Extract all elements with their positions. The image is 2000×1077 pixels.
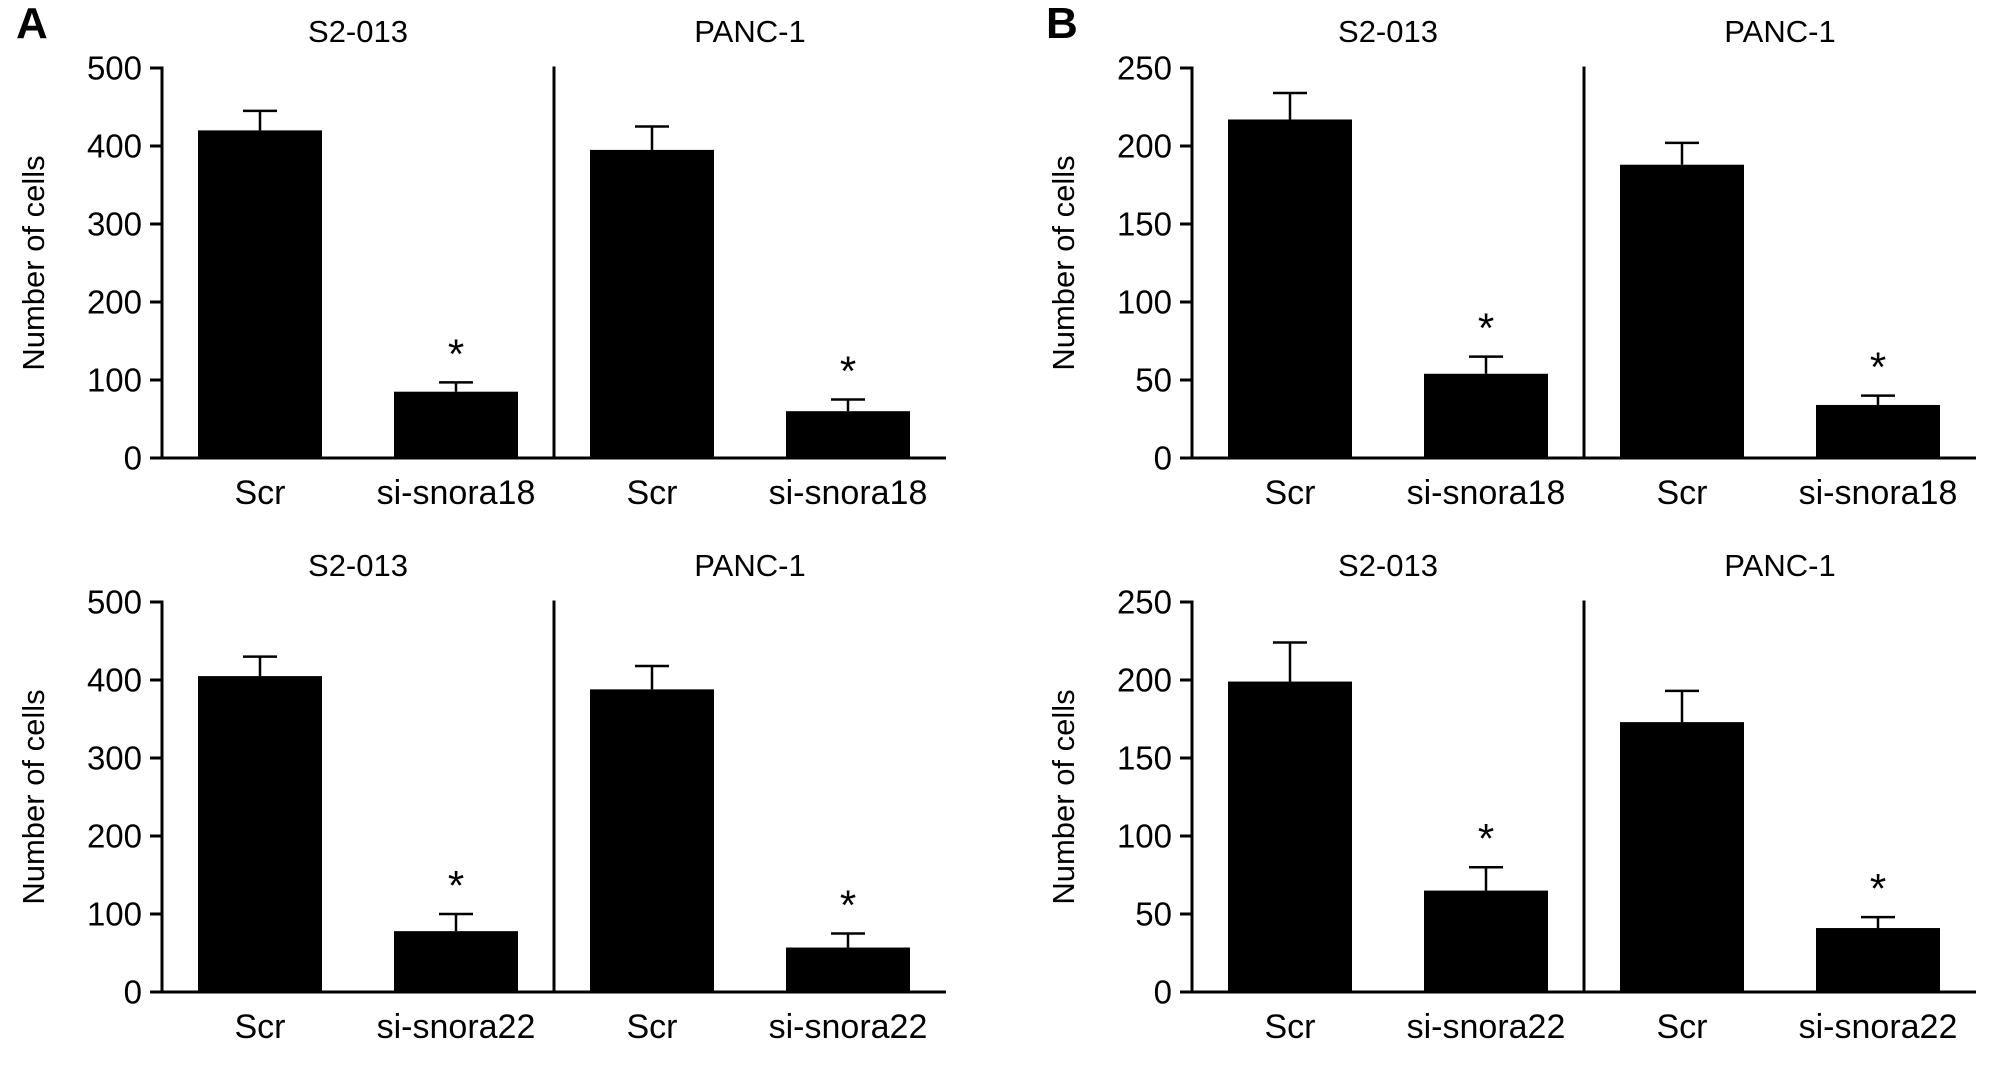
category-label: si-snora22 <box>1407 1008 1566 1046</box>
y-tick-label: 300 <box>87 740 142 777</box>
group-title: PANC-1 <box>694 548 805 583</box>
y-tick-label: 0 <box>1154 440 1172 477</box>
group-title: S2-013 <box>1338 548 1438 583</box>
group-title: S2-013 <box>308 548 408 583</box>
y-axis-label: Number of cells <box>1046 155 1081 370</box>
bar <box>1816 404 1940 458</box>
y-axis-label: Number of cells <box>1046 689 1081 904</box>
panel-A: A 0 100 200 300 400 500 Number of cells S2-013 S… <box>10 2 962 1077</box>
category-label: Scr <box>627 1008 678 1046</box>
bar <box>786 947 910 992</box>
chart-a-top-snora18: 0 100 200 300 400 500 Number of cells S2-013 Scr… <box>10 6 962 526</box>
category-label: si-snora18 <box>1407 474 1566 512</box>
y-tick-label: 150 <box>1117 206 1172 243</box>
y-tick-label: 100 <box>1117 818 1172 855</box>
group-title: S2-013 <box>308 14 408 49</box>
y-tick-label: 500 <box>87 50 142 87</box>
y-tick-label: 50 <box>1135 896 1172 933</box>
y-tick-label: 0 <box>124 440 142 477</box>
panel-label-a: A <box>16 0 48 48</box>
panel-label-b: B <box>1046 0 1078 48</box>
group-title: PANC-1 <box>1724 548 1835 583</box>
significance-star: * <box>840 348 856 395</box>
group-title: PANC-1 <box>1724 14 1835 49</box>
y-tick-label: 300 <box>87 206 142 243</box>
bar <box>1424 890 1548 992</box>
bar <box>394 931 518 992</box>
y-tick-label: 200 <box>87 818 142 855</box>
y-axis-label: Number of cells <box>16 155 51 370</box>
bar <box>1228 119 1352 458</box>
bar <box>1424 373 1548 458</box>
y-tick-label: 200 <box>1117 128 1172 165</box>
bar-chart-svg: 0 100 200 300 400 500 Number of cells S2-013 Scr… <box>16 14 946 512</box>
y-tick-label: 100 <box>87 896 142 933</box>
category-label: Scr <box>1657 1008 1708 1046</box>
category-label: si-snora18 <box>769 474 928 512</box>
category-label: si-snora18 <box>377 474 536 512</box>
bar <box>198 130 322 458</box>
bar <box>1228 681 1352 992</box>
y-tick-label: 500 <box>87 584 142 621</box>
y-tick-label: 400 <box>87 662 142 699</box>
significance-star: * <box>1478 815 1494 862</box>
category-label: Scr <box>1265 1008 1316 1046</box>
bar <box>1620 164 1744 458</box>
category-label: Scr <box>235 474 286 512</box>
y-axis-label: Number of cells <box>16 689 51 904</box>
significance-star: * <box>840 882 856 929</box>
category-label: si-snora22 <box>769 1008 928 1046</box>
bar <box>1816 928 1940 992</box>
significance-star: * <box>1478 305 1494 352</box>
group-title: PANC-1 <box>694 14 805 49</box>
y-tick-label: 100 <box>87 362 142 399</box>
y-tick-label: 400 <box>87 128 142 165</box>
bar <box>786 411 910 458</box>
significance-star: * <box>448 862 464 909</box>
y-tick-label: 250 <box>1117 584 1172 621</box>
bar <box>198 676 322 992</box>
significance-star: * <box>448 330 464 377</box>
bar-chart-svg: 0 50 100 150 200 250 Number of cells S2-013 Scr *… <box>1046 14 1976 512</box>
bar <box>1620 722 1744 992</box>
category-label: si-snora18 <box>1799 474 1958 512</box>
category-label: Scr <box>627 474 678 512</box>
y-tick-label: 200 <box>1117 662 1172 699</box>
bar <box>394 391 518 458</box>
chart-a-bottom-snora22: 0 100 200 300 400 500 Number of cells S2-013 Scr… <box>10 540 962 1060</box>
bar <box>590 689 714 992</box>
y-tick-label: 0 <box>1154 974 1172 1011</box>
panel-B: B 0 50 100 150 200 250 Number of cells S2-013 Sc… <box>1040 2 1992 1077</box>
y-tick-label: 0 <box>124 974 142 1011</box>
chart-b-top-snora18: 0 50 100 150 200 250 Number of cells S2-013 Scr *… <box>1040 6 1992 526</box>
category-label: si-snora22 <box>1799 1008 1958 1046</box>
bar-chart-svg: 0 50 100 150 200 250 Number of cells S2-013 Scr *… <box>1046 548 1976 1046</box>
category-label: Scr <box>235 1008 286 1046</box>
group-title: S2-013 <box>1338 14 1438 49</box>
significance-star: * <box>1870 865 1886 912</box>
y-tick-label: 150 <box>1117 740 1172 777</box>
bar <box>590 149 714 458</box>
chart-b-bottom-snora22: 0 50 100 150 200 250 Number of cells S2-013 Scr *… <box>1040 540 1992 1060</box>
category-label: si-snora22 <box>377 1008 536 1046</box>
y-tick-label: 50 <box>1135 362 1172 399</box>
y-tick-label: 250 <box>1117 50 1172 87</box>
y-tick-label: 100 <box>1117 284 1172 321</box>
y-tick-label: 200 <box>87 284 142 321</box>
significance-star: * <box>1870 344 1886 391</box>
category-label: Scr <box>1657 474 1708 512</box>
bar-chart-svg: 0 100 200 300 400 500 Number of cells S2-013 Scr… <box>16 548 946 1046</box>
category-label: Scr <box>1265 474 1316 512</box>
